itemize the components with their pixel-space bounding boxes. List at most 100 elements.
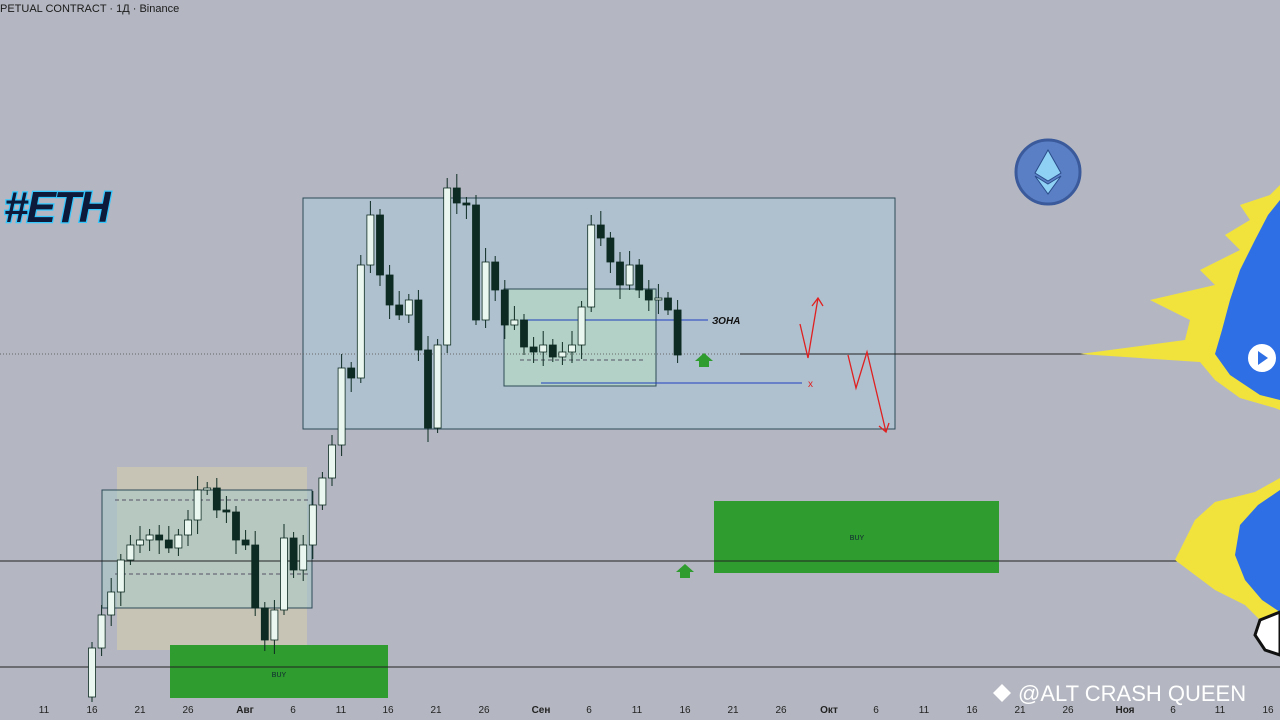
candle-body: [356, 264, 365, 379]
candle-body: [673, 309, 682, 356]
time-axis: 11 16 21 26 Авг 6 11 16 21 26 Сен 6 11 16 21 26 Окт 6 11 16…: [39, 705, 1274, 716]
candle-body: [308, 504, 317, 546]
symbol-header: PETUAL CONTRACT · 1Д · Binance: [0, 3, 179, 15]
play-icon: [1258, 351, 1268, 365]
candle-body: [452, 187, 461, 204]
candle-body: [155, 534, 164, 541]
candle-body: [568, 344, 576, 353]
buy-label: BUY: [272, 672, 287, 679]
candle-body: [136, 539, 144, 546]
buy-label: BUY: [850, 535, 865, 542]
x-tick-label: Окт: [820, 705, 838, 716]
candle-body: [606, 237, 615, 263]
x-tick-label: 11: [632, 705, 643, 716]
x-tick-label: 26: [775, 705, 787, 716]
candle-body: [520, 319, 528, 348]
volume-profile: [1235, 490, 1280, 612]
x-tick-label: 26: [182, 705, 194, 716]
arrow-head: [878, 422, 890, 434]
range-box: [101, 489, 313, 609]
forecast-arrow: [799, 297, 819, 359]
zone-label: ЗОНА: [712, 316, 740, 327]
candle-body: [635, 264, 644, 291]
candle-body: [337, 367, 346, 446]
candle-body: [500, 289, 509, 326]
candle-body: [203, 487, 212, 491]
candle-body: [318, 477, 327, 506]
candle-body: [529, 346, 538, 353]
candle-body: [107, 591, 116, 616]
candle-body: [481, 261, 490, 321]
watermark-logo: [993, 684, 1011, 702]
candle-body: [232, 511, 240, 541]
candle-body: [97, 614, 106, 649]
candle-body: [174, 534, 183, 549]
forecast-arrow: [847, 349, 887, 433]
candle-body: [184, 519, 192, 536]
candle-body: [270, 609, 279, 641]
candle-body: [539, 344, 548, 353]
candle-body: [126, 544, 135, 561]
candle-body: [385, 274, 394, 306]
x-tick-label: 26: [1062, 705, 1074, 716]
candle-body: [558, 351, 567, 358]
candle-body: [587, 224, 596, 308]
volume-profile: [1253, 610, 1280, 657]
x-tick-label: 16: [1262, 705, 1274, 716]
x-tick-label: 11: [1215, 705, 1226, 716]
buy-zone[interactable]: [170, 645, 388, 698]
candle-body: [462, 202, 471, 206]
candle-body: [366, 214, 375, 266]
candle-body: [644, 289, 653, 301]
candle-body: [251, 544, 260, 609]
x-tick-label: 11: [336, 705, 347, 716]
candle-body: [376, 214, 384, 276]
candle-body: [299, 544, 308, 571]
candle-body: [241, 539, 250, 546]
x-tick-label: 21: [1014, 705, 1026, 716]
candle-body: [347, 367, 356, 379]
x-tick-label: Авг: [236, 705, 254, 716]
candles: [88, 174, 682, 702]
candle-body: [443, 187, 452, 346]
candle-body: [193, 489, 202, 521]
up-arrow: [695, 353, 713, 367]
candle-body: [289, 537, 298, 571]
candle-body: [548, 344, 557, 358]
candle-body: [145, 534, 154, 541]
up-arrow: [676, 564, 694, 578]
candle-body: [212, 487, 221, 511]
x-tick-label: 6: [1170, 705, 1176, 716]
candle-body: [222, 509, 231, 513]
candle-body: [472, 204, 480, 321]
candle-body: [116, 559, 125, 593]
x-tick-label: 16: [679, 705, 691, 716]
candle-body: [164, 539, 173, 549]
candle-body: [577, 306, 586, 346]
x-tick-label: 21: [727, 705, 739, 716]
overlays: PETUAL CONTRACT · 1Д · Binance #ETH ЗОНА…: [0, 3, 1278, 706]
x-tick-label: 16: [382, 705, 394, 716]
x-tick-label: 21: [134, 705, 146, 716]
x-tick-label: 26: [478, 705, 490, 716]
candle-body: [414, 299, 423, 351]
cross-label: x: [808, 379, 813, 390]
x-tick-label: Ноя: [1115, 705, 1134, 716]
x-tick-label: 16: [86, 705, 98, 716]
watermark: @ALT CRASH QUEEN: [1018, 681, 1246, 706]
x-tick-label: 21: [430, 705, 442, 716]
eth-badge: #ETH: [4, 183, 112, 232]
x-tick-label: 11: [39, 705, 50, 716]
candle-body: [625, 264, 634, 286]
x-tick-label: 11: [919, 705, 930, 716]
x-tick-label: 6: [586, 705, 592, 716]
candle-body: [328, 444, 336, 479]
candle-body: [654, 297, 663, 301]
candle-body: [88, 647, 96, 698]
x-tick-label: 6: [873, 705, 879, 716]
candle-body: [616, 261, 624, 286]
candle-body: [664, 297, 672, 311]
candle-body: [433, 344, 442, 429]
